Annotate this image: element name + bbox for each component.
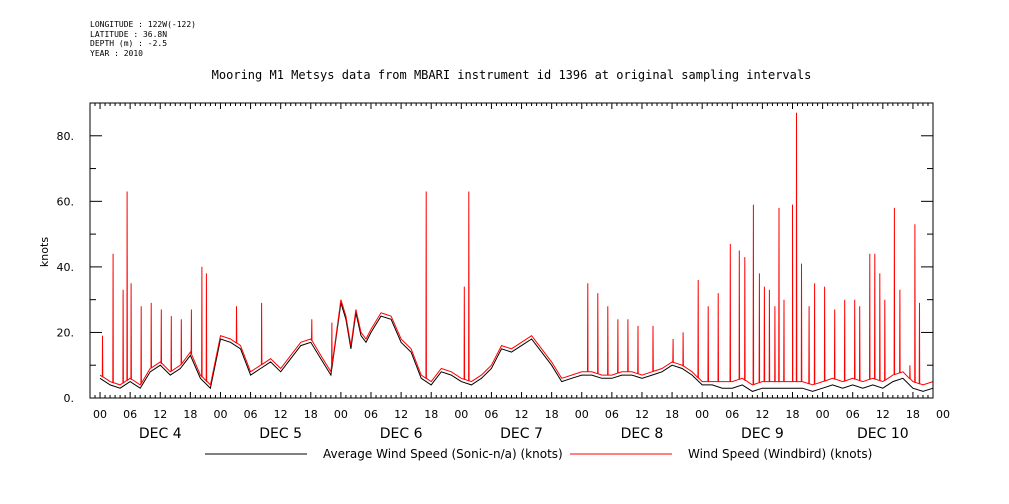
x-tick-label: 00 xyxy=(695,408,709,421)
x-tick-label: 18 xyxy=(786,408,800,421)
x-tick-label: 06 xyxy=(605,408,619,421)
x-day-label: DEC 7 xyxy=(500,426,543,442)
x-tick-label: 06 xyxy=(484,408,498,421)
series-layer xyxy=(99,112,934,392)
y-axis-label: knots xyxy=(38,237,51,267)
meta-longitude: LONGITUDE : 122W(-122) xyxy=(90,20,196,29)
x-tick-label: 18 xyxy=(183,408,197,421)
x-tick-label: 00 xyxy=(454,408,468,421)
x-tick-label: 00 xyxy=(575,408,589,421)
chart-title: Mooring M1 Metsys data from MBARI instru… xyxy=(211,68,812,82)
legend-label-sonic: Average Wind Speed (Sonic-n/a) (knots) xyxy=(323,447,563,461)
x-day-label: DEC 5 xyxy=(259,426,302,442)
x-tick-label: 12 xyxy=(876,408,890,421)
y-tick-label: 20. xyxy=(57,326,75,339)
x-day-label: DEC 10 xyxy=(857,426,909,442)
meta-depth: DEPTH (m) : -2.5 xyxy=(90,39,168,48)
y-tick-label: 60. xyxy=(57,195,75,208)
y-tick-label: 0. xyxy=(64,392,75,405)
x-day-label: DEC 4 xyxy=(139,426,182,442)
x-tick-label: 06 xyxy=(244,408,258,421)
meta-year: YEAR : 2010 xyxy=(90,48,143,58)
x-tick-label: 00 xyxy=(334,408,348,421)
x-tick-label: 00 xyxy=(936,408,950,421)
x-tick-label: 12 xyxy=(755,408,769,421)
metadata-block: LONGITUDE : 122W(-122) LATITUDE : 36.8N … xyxy=(90,20,196,58)
y-tick-label: 80. xyxy=(57,130,75,143)
x-tick-label: 06 xyxy=(725,408,739,421)
x-tick-label: 06 xyxy=(846,408,860,421)
x-tick-label: 18 xyxy=(545,408,559,421)
x-day-label: DEC 9 xyxy=(741,426,784,442)
axes-layer: 00 06 12 18 00 06 12 18 00 06 12 18 00 06 12 18 00 06 12 18… xyxy=(57,102,950,442)
x-tick-label: 12 xyxy=(274,408,288,421)
legend-label-windbird: Wind Speed (Windbird) (knots) xyxy=(688,447,872,461)
x-tick-label: 12 xyxy=(635,408,649,421)
meta-latitude: LATITUDE : 36.8N xyxy=(90,29,168,39)
series-line-sonic xyxy=(99,302,934,392)
x-tick-label: 12 xyxy=(515,408,529,421)
x-tick-label: 18 xyxy=(304,408,318,421)
x-tick-label: 06 xyxy=(123,408,137,421)
x-tick-label: 00 xyxy=(93,408,107,421)
x-tick-label: 00 xyxy=(213,408,227,421)
x-tick-label: 18 xyxy=(424,408,438,421)
y-tick-label: 40. xyxy=(57,261,75,274)
x-tick-label: 06 xyxy=(364,408,378,421)
legend: Average Wind Speed (Sonic-n/a) (knots) W… xyxy=(205,447,872,461)
x-tick-label: 12 xyxy=(394,408,408,421)
x-day-label: DEC 6 xyxy=(380,426,423,442)
x-day-label: DEC 8 xyxy=(621,426,664,442)
x-tick-label: 18 xyxy=(906,408,920,421)
x-tick-label: 12 xyxy=(153,408,167,421)
x-tick-label: 18 xyxy=(665,408,679,421)
series-line-windbird xyxy=(99,112,934,386)
x-tick-label: 00 xyxy=(816,408,830,421)
